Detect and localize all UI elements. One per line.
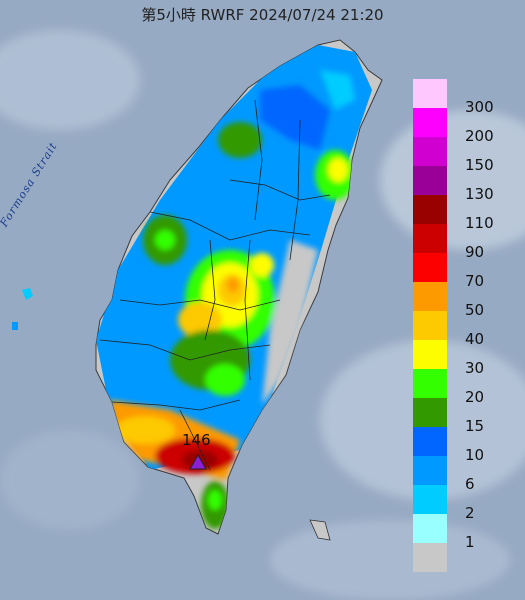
legend-swatch <box>413 166 447 195</box>
legend-swatch <box>413 485 447 514</box>
legend-label: 150 <box>465 156 494 174</box>
legend-swatch <box>413 195 447 224</box>
penghu-islet <box>12 322 18 330</box>
legend-swatch <box>413 427 447 456</box>
legend-label: 20 <box>465 388 485 406</box>
legend-swatch <box>413 311 447 340</box>
county-boundaries <box>99 99 331 471</box>
max-rainfall-value: 146 <box>182 431 211 449</box>
legend-swatch <box>413 253 447 282</box>
legend-label: 30 <box>465 359 485 377</box>
legend-label: 50 <box>465 301 485 319</box>
rainfall-layer <box>96 45 372 529</box>
legend-label: 15 <box>465 417 485 435</box>
legend-swatch <box>413 340 447 369</box>
legend-swatch <box>413 398 447 427</box>
legend-label: 110 <box>465 214 494 232</box>
max-rainfall-marker-icon <box>189 453 207 470</box>
legend-swatch <box>413 369 447 398</box>
legend-label: 300 <box>465 98 494 116</box>
legend-label: 70 <box>465 272 485 290</box>
legend-swatch <box>413 514 447 543</box>
legend-swatch <box>413 224 447 253</box>
legend-label: 2 <box>465 504 475 522</box>
legend-swatch <box>413 79 447 108</box>
legend-label: 1 <box>465 533 475 551</box>
legend-label: 200 <box>465 127 494 145</box>
legend-label: 130 <box>465 185 494 203</box>
penghu-islands <box>22 288 33 300</box>
green-island <box>309 519 331 541</box>
legend-label: 10 <box>465 446 485 464</box>
legend-swatch <box>413 543 447 572</box>
legend-swatch <box>413 282 447 311</box>
legend-label: 40 <box>465 330 485 348</box>
legend-swatch <box>413 456 447 485</box>
legend-swatch <box>413 108 447 137</box>
map-title: 第5小時 RWRF 2024/07/24 21:20 <box>141 6 384 24</box>
legend-label: 6 <box>465 475 475 493</box>
legend-swatch <box>413 137 447 166</box>
legend-label: 90 <box>465 243 485 261</box>
